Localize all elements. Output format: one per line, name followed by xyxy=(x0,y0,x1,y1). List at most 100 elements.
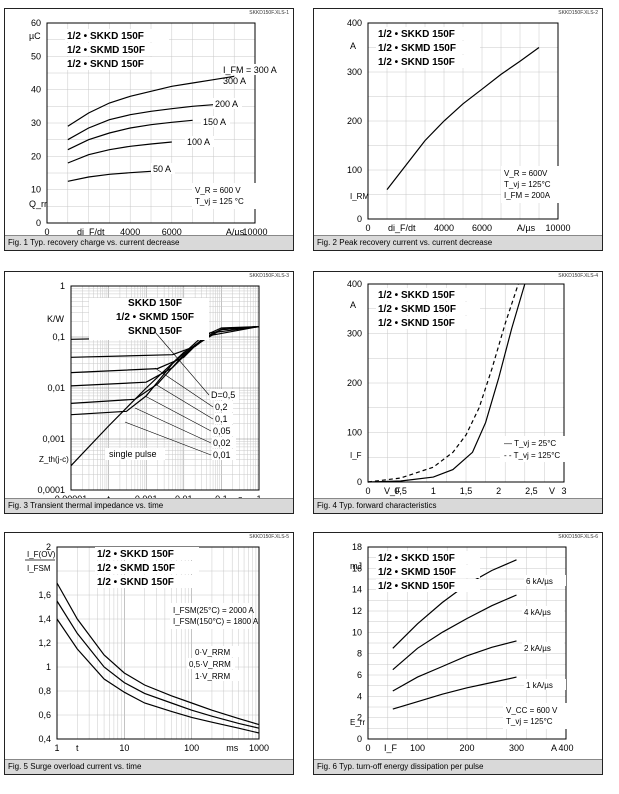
series-label: 1 kA/µs xyxy=(526,681,553,690)
series-line xyxy=(67,141,172,164)
x-tick-label: 0 xyxy=(365,223,370,233)
model-label: 1/2 • SKMD 150F xyxy=(378,304,456,315)
x-tick-label: 0 xyxy=(365,743,370,753)
series-line xyxy=(367,283,526,483)
y-tick-label: 1,6 xyxy=(38,590,51,600)
x-tick-label: ms xyxy=(226,743,238,753)
series-label: I_FM = 300 A xyxy=(223,65,277,75)
x-tick-label: t xyxy=(76,743,79,753)
series-label: 6 kA/µs xyxy=(526,577,553,586)
x-tick-label: 400 xyxy=(558,743,573,753)
x-tick-label: 300 xyxy=(509,743,524,753)
y-tick-label: 0,4 xyxy=(38,734,51,744)
model-label-bg xyxy=(376,579,480,592)
series-label: 2 kA/µs xyxy=(524,644,551,653)
y-tick-label: 4 xyxy=(357,691,362,701)
model-label-bg xyxy=(65,29,169,42)
chart-caption: Fig. 2 Peak recovery current vs. current… xyxy=(314,235,602,250)
x-tick-label: 0,5 xyxy=(394,486,407,496)
chart-4-svg: 0 100 200 300 400 0 0,5 1 1,5 2 2,5 3 1/2 • SKKD 150… xyxy=(347,279,567,496)
series-label: 0,5·V_RRM xyxy=(189,660,231,669)
series-label: 0·V_RRM xyxy=(195,648,230,657)
series-label-bg xyxy=(522,642,564,653)
series-label-bg xyxy=(524,679,566,690)
model-label-bg xyxy=(376,27,480,40)
condition-label: I_FSM(25°C) = 2000 A xyxy=(173,606,254,615)
x-tick-label: 2 xyxy=(496,486,501,496)
series-label-bg xyxy=(221,64,285,75)
series-label: 0,1 xyxy=(215,414,228,424)
model-label-bg xyxy=(65,57,169,70)
condition-label: V_R = 600 V xyxy=(195,186,241,195)
series-label-bg xyxy=(210,389,239,400)
model-label-bg xyxy=(376,41,480,54)
y-tick-label: 1 xyxy=(46,662,51,672)
condition-bg xyxy=(105,448,165,460)
chart-ref: SKKD150F.XLS-3 xyxy=(249,273,289,279)
model-label: 1/2 • SKKD 150F xyxy=(97,549,174,560)
legend-bg xyxy=(500,436,566,462)
model-label: 1/2 • SKMD 150F xyxy=(116,312,194,323)
model-label-bg xyxy=(89,298,209,340)
x-axis-label: I_F xyxy=(384,743,398,753)
series-line xyxy=(392,594,517,671)
chart-1-svg: 0 10 20 30 40 50 60 0 4000 6000 10000 1/2 • SKKD 15… xyxy=(29,18,285,237)
model-label-bg xyxy=(376,302,480,315)
x-unit-label: A/µs xyxy=(517,223,536,233)
y-tick-label: 10 xyxy=(352,627,362,637)
y-tick-label: 40 xyxy=(31,85,41,95)
plot-frame xyxy=(46,22,256,224)
model-label: 1/2 • SKND 150F xyxy=(378,57,455,68)
y-tick-label: 400 xyxy=(347,18,362,28)
chart-3-svg: 10,10,010,0010,00010,00001t0,0010,010,1s… xyxy=(37,281,261,504)
series-label-bg xyxy=(212,425,236,436)
y-axis-label: I_F(OV) xyxy=(27,550,56,559)
y-tick-label: 1,4 xyxy=(38,614,51,624)
y-axis-label: I_RM xyxy=(350,192,369,201)
x-tick-label: 10000 xyxy=(242,227,267,237)
series-label-bg xyxy=(212,437,236,448)
series-label: 0,2 xyxy=(215,402,228,412)
x-tick-label: 6000 xyxy=(472,223,492,233)
y-tick-label: 14 xyxy=(352,585,362,595)
y-tick-label: 12 xyxy=(352,606,362,616)
series-line xyxy=(56,582,260,726)
series-label: 150 A xyxy=(203,117,226,127)
model-label: SKKD 150F xyxy=(128,298,182,309)
y-axis-label: Q_rr xyxy=(29,199,47,209)
conditions-bg xyxy=(501,166,583,203)
chart-caption: Fig. 5 Surge overload current vs. time xyxy=(5,759,293,774)
model-label-bg xyxy=(95,547,199,560)
y-tick-label: 16 xyxy=(352,563,362,573)
y-tick-label: 0 xyxy=(357,734,362,744)
chart-caption: Fig. 1 Typ. recovery charge vs. current … xyxy=(5,235,293,250)
conditions-bg xyxy=(503,703,585,729)
x-unit-label: V xyxy=(549,486,555,496)
x-tick-label: 10000 xyxy=(545,223,570,233)
model-label: 1/2 • SKMD 150F xyxy=(67,45,145,56)
y-tick-label: 400 xyxy=(347,279,362,289)
y-tick-label: 300 xyxy=(347,67,362,77)
y-tick-label: 20 xyxy=(31,151,41,161)
y-tick-label: 60 xyxy=(31,18,41,28)
conditions-bg xyxy=(192,183,274,209)
x-tick-label: 1 xyxy=(431,486,436,496)
condition-label: single pulse xyxy=(109,449,157,459)
y-unit-label: µC xyxy=(29,31,41,41)
series-label-bg xyxy=(151,163,175,174)
model-label-bg xyxy=(376,551,480,564)
series-label-bg xyxy=(212,449,236,460)
series-label: D=0,5 xyxy=(211,390,235,400)
chart-ref: SKKD150F.XLS-5 xyxy=(249,534,289,540)
x-unit-label: A xyxy=(551,743,557,753)
chart-panel-4: SKKD150F.XLS-4 0 100 200 300 400 0 0,5 1 1,5 2 2,5… xyxy=(313,271,603,514)
series-label: 0,02 xyxy=(213,438,231,448)
condition-label: T_vj = 125°C xyxy=(506,717,553,726)
series-label: 4 kA/µs xyxy=(524,608,551,617)
y-axis-label: Z_th(j-c) xyxy=(39,455,69,464)
condition-label: T_vj = 125°C xyxy=(504,180,551,189)
model-label: 1/2 • SKKD 150F xyxy=(378,290,455,301)
chart-panel-6: SKKD150F.XLS-6 0 2 4 6 8 10 12 14 16 18 0 100 200 300… xyxy=(313,532,603,775)
condition-label: V_CC = 600 V xyxy=(506,706,558,715)
chart-caption: Fig. 6 Typ. turn-off energy dissipation … xyxy=(314,759,602,774)
